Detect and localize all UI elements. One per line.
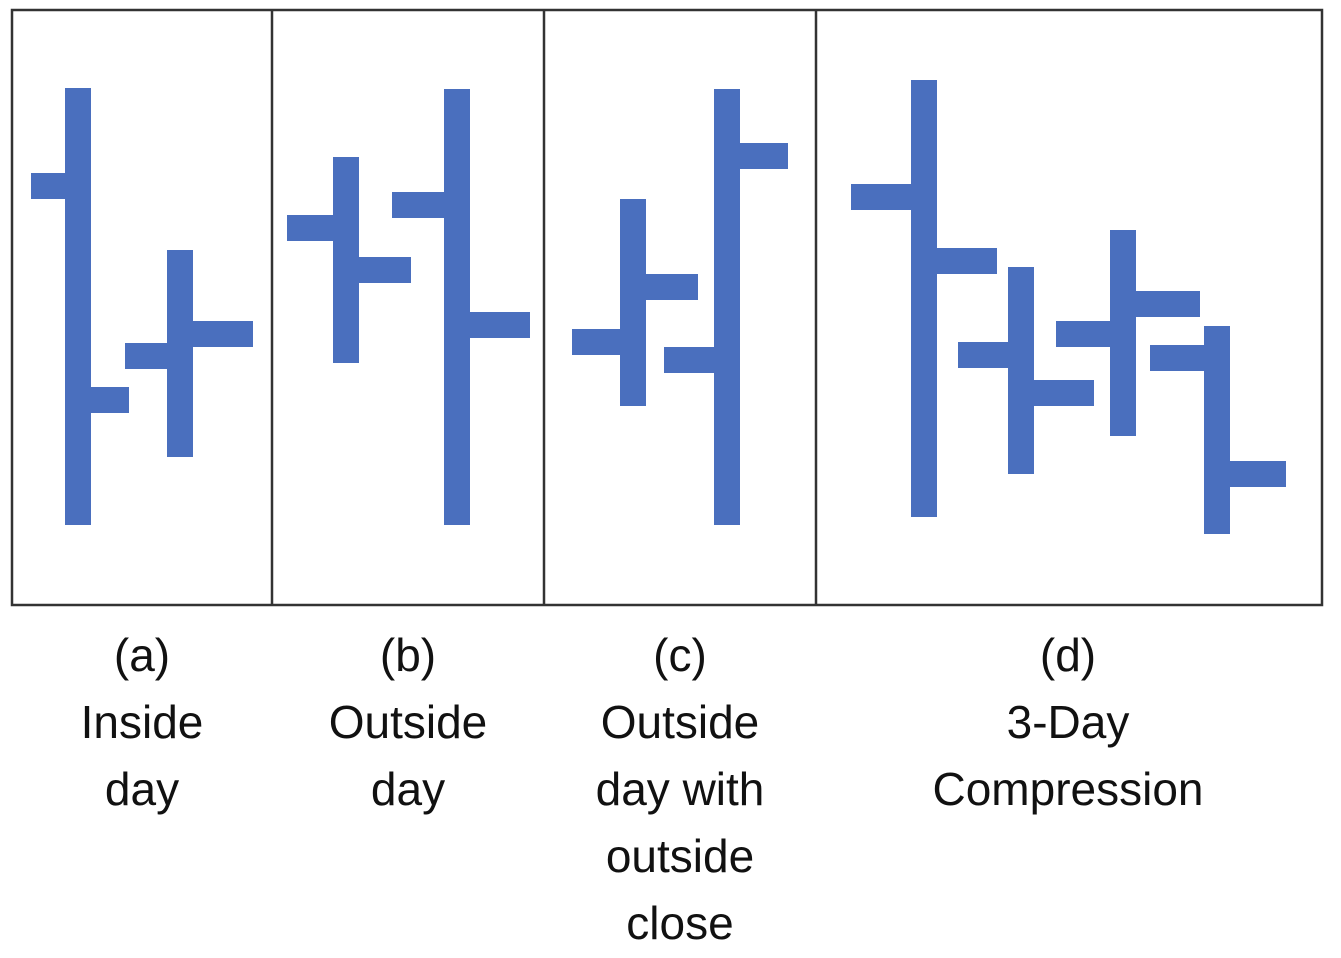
high-low-range — [167, 250, 193, 457]
panel-b-label-line-2: day — [370, 763, 446, 815]
open-tick — [392, 192, 445, 218]
panel-a-letter: (a) — [113, 629, 171, 681]
panel-b-bar-1 — [287, 157, 411, 363]
panel-d-bar-3 — [1056, 230, 1200, 436]
open-tick — [664, 347, 715, 373]
high-low-range — [1008, 267, 1034, 474]
close-tick — [469, 312, 530, 338]
open-tick — [851, 184, 912, 210]
panel-c-label-line-4: close — [626, 897, 734, 949]
panel-c-letter: (c) — [653, 629, 707, 681]
high-low-range — [1110, 230, 1136, 436]
panel-d-bar-1 — [851, 80, 997, 517]
panel-a-label-line-2: day — [104, 763, 180, 815]
ohlc-bars — [31, 80, 1286, 534]
high-low-range — [911, 80, 937, 517]
close-tick — [1135, 291, 1200, 317]
close-tick — [739, 143, 788, 169]
panel-frame — [10, 8, 1324, 607]
panel-c-label-line-3: outside — [605, 830, 755, 882]
panel-b-bar-2 — [392, 89, 530, 525]
open-tick — [287, 215, 334, 241]
high-low-range — [714, 89, 740, 525]
panel-a-label-line-1: Inside — [80, 696, 204, 748]
panel-c-bar-2 — [664, 89, 788, 525]
close-tick — [90, 387, 129, 413]
panel-a-bar-1 — [31, 88, 129, 525]
high-low-range — [444, 89, 470, 525]
close-tick — [1229, 461, 1286, 487]
panel-c-label-line-1: Outside — [600, 696, 760, 748]
panel-d-label-line-2: Compression — [932, 763, 1204, 815]
close-tick — [936, 248, 997, 274]
high-low-range — [1204, 326, 1230, 534]
open-tick — [31, 173, 66, 199]
open-tick — [958, 342, 1009, 368]
close-tick — [1033, 380, 1094, 406]
open-tick — [1150, 345, 1205, 371]
panel-d-bar-4 — [1150, 326, 1286, 534]
panel-a-caption: (a) Inside day — [42, 622, 242, 823]
high-low-range — [620, 199, 646, 406]
panel-c-label-line-2: day with — [595, 763, 765, 815]
close-tick — [192, 321, 253, 347]
panel-b-letter: (b) — [379, 629, 437, 681]
open-tick — [1056, 321, 1111, 347]
panel-b-caption: (b) Outside day — [278, 622, 538, 823]
high-low-range — [333, 157, 359, 363]
panel-b-label-line-1: Outside — [328, 696, 488, 748]
panel-c-caption: (c) Outside day with outside close — [550, 622, 810, 957]
panel-a-bar-2 — [125, 250, 253, 457]
high-low-range — [65, 88, 91, 525]
close-tick — [645, 274, 698, 300]
panel-d-label-line-1: 3-Day — [1006, 696, 1130, 748]
open-tick — [572, 329, 621, 355]
panel-c-bar-1 — [572, 199, 698, 406]
close-tick — [358, 257, 411, 283]
panel-d-bar-2 — [958, 267, 1094, 474]
panel-d-letter: (d) — [1039, 629, 1097, 681]
open-tick — [125, 343, 168, 369]
panel-d-caption: (d) 3-Day Compression — [868, 622, 1268, 823]
